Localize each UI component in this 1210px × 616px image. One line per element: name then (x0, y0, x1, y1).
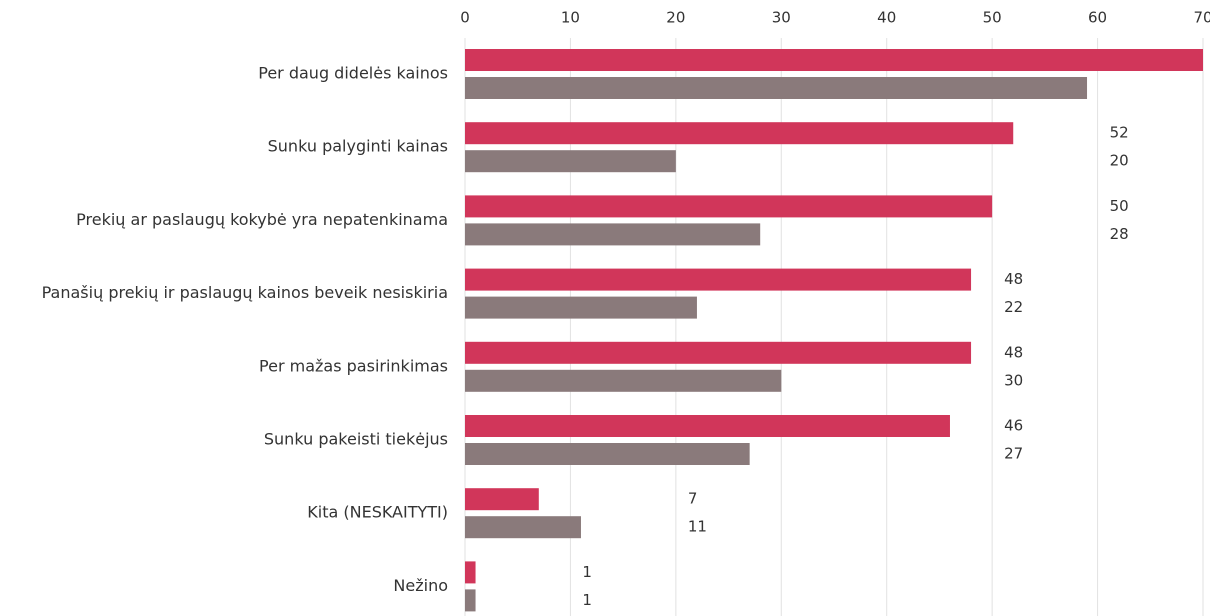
bar (465, 341, 972, 364)
data-label: 48 (1004, 343, 1023, 361)
bar (465, 77, 1088, 99)
x-tick-label: 40 (877, 9, 896, 27)
x-tick-label: 0 (460, 9, 470, 27)
bar (465, 589, 476, 612)
data-label: 1 (582, 591, 592, 609)
bar (465, 415, 950, 437)
bar (465, 296, 697, 319)
category-label: Prekių ar paslaugų kokybė yra nepatenkin… (76, 210, 448, 229)
data-label: 27 (1004, 445, 1023, 463)
bar (465, 561, 476, 584)
bar (465, 443, 750, 465)
x-tick-label: 70 (1193, 9, 1210, 27)
data-label: 20 (1110, 152, 1129, 170)
bar (465, 223, 761, 246)
data-label: 30 (1004, 371, 1023, 389)
data-label: 22 (1004, 298, 1023, 316)
x-tick-label: 20 (666, 9, 685, 27)
bar (465, 122, 1014, 145)
bar (465, 268, 972, 291)
x-tick-label: 60 (1088, 9, 1107, 27)
data-label: 48 (1004, 270, 1023, 288)
bar (465, 488, 539, 511)
bar (465, 369, 782, 392)
category-label: Per mažas pasirinkimas (259, 356, 448, 375)
bar (465, 195, 993, 218)
data-label: 11 (688, 518, 707, 536)
x-tick-label: 50 (983, 9, 1002, 27)
data-label: 1 (582, 563, 592, 581)
data-label: 52 (1110, 124, 1129, 142)
category-label: Nežino (393, 576, 448, 595)
data-label: 28 (1110, 225, 1129, 243)
x-tick-label: 30 (772, 9, 791, 27)
bar (465, 150, 676, 173)
x-tick-label: 10 (561, 9, 580, 27)
category-label: Panašių prekių ir paslaugų kainos beveik… (42, 283, 448, 302)
data-label: 7 (688, 490, 698, 508)
bar (465, 49, 1203, 71)
category-label: Per daug didelės kainos (258, 64, 448, 83)
category-label: Kita (NESKAITYTI) (307, 503, 448, 522)
data-label: 46 (1004, 417, 1023, 435)
category-label: Sunku palyginti kainas (268, 137, 448, 156)
category-label: Sunku pakeisti tiekėjus (264, 430, 448, 449)
data-label: 50 (1110, 197, 1129, 215)
bar (465, 516, 581, 539)
